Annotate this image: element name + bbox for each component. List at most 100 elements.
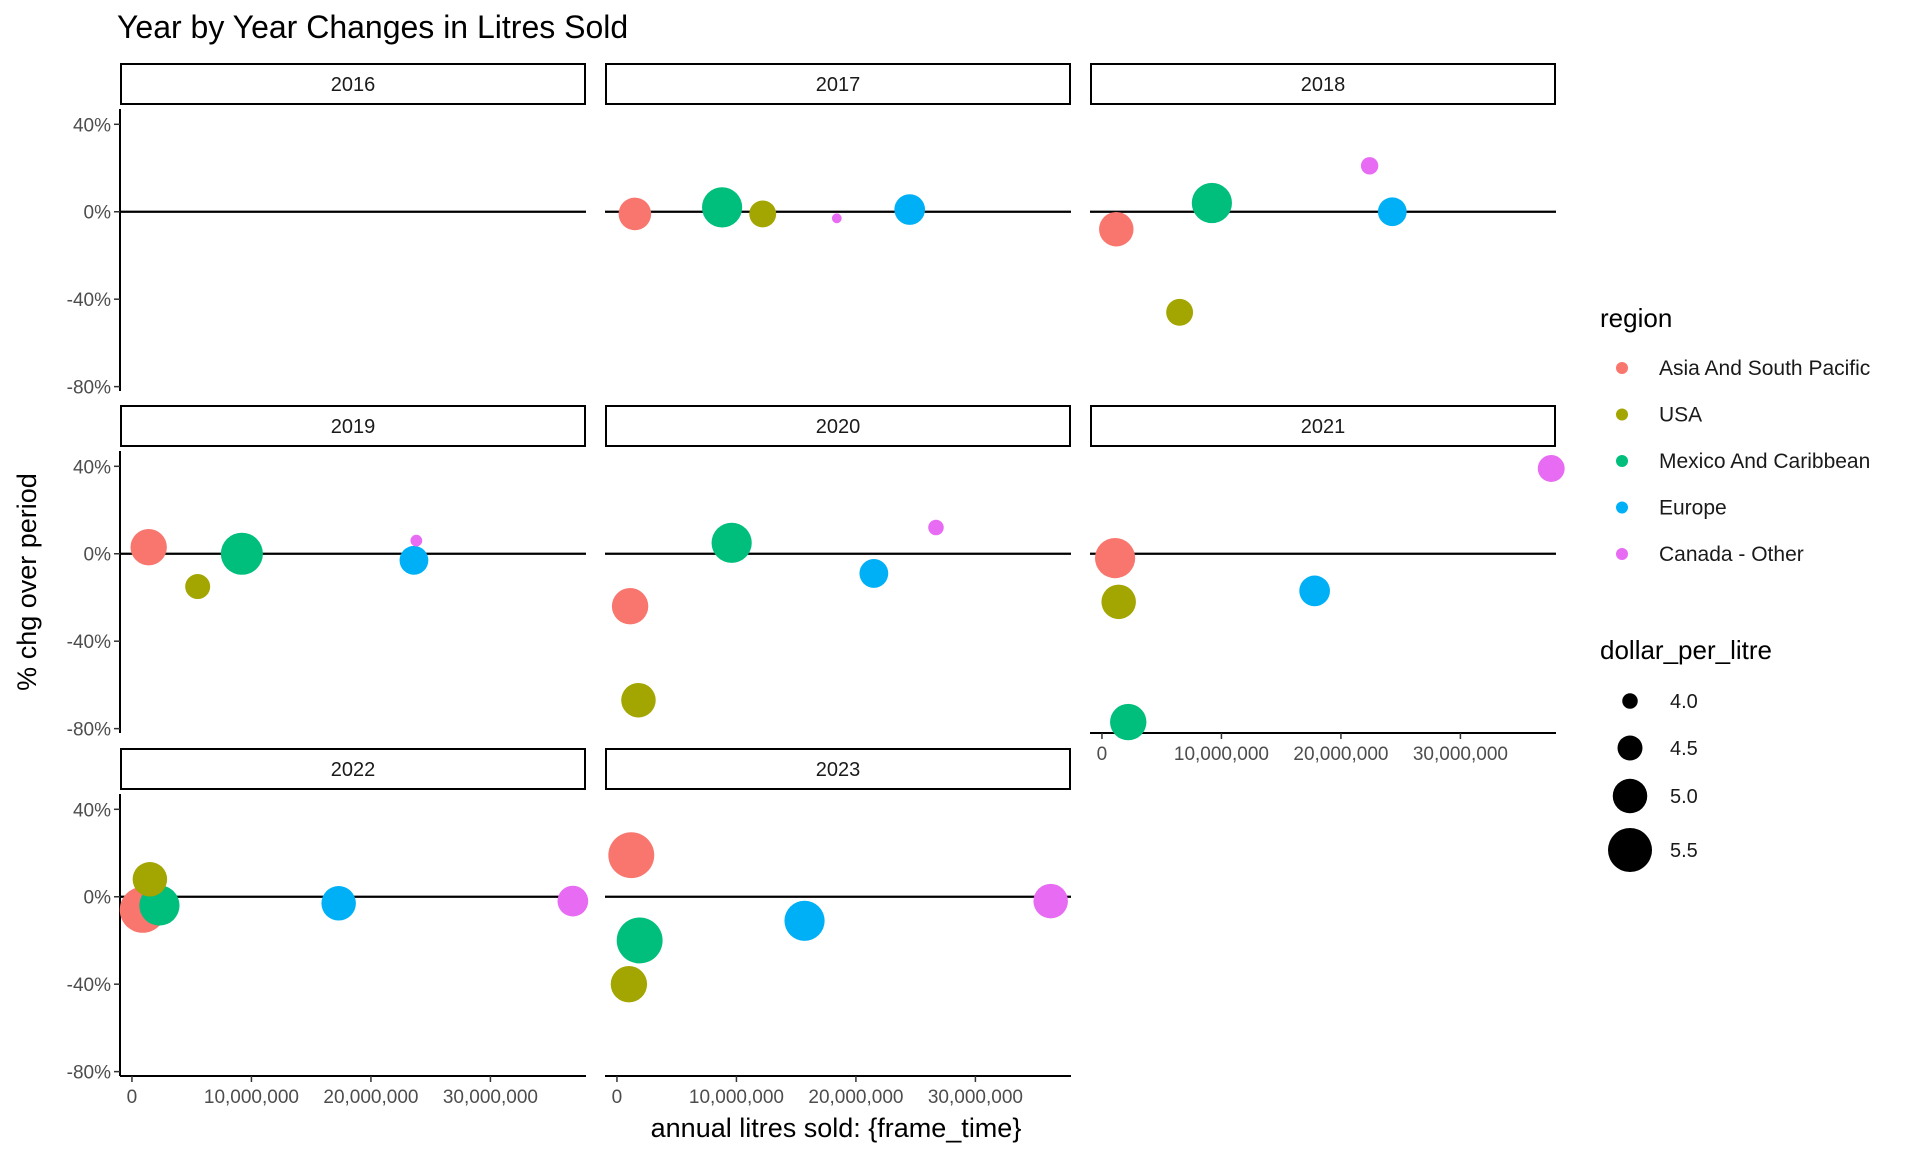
data-point [1377,197,1407,227]
facet-panel-2021: 2021 0 10,000,000 20,000,000 30,000,000 [1090,405,1565,765]
y-tick-label: 40% [73,457,111,478]
facet-panel-2016: 2016 40% 0% -40% -80% [67,63,586,399]
facet-strip: 2016 [120,63,586,105]
facet-strip-box [120,748,586,790]
data-point [1094,538,1136,579]
data-point [711,522,752,563]
legend-swatch [1616,501,1628,514]
data-point [220,532,263,575]
facet-strip: 2018 [1090,63,1556,105]
facet-panel-2020: 2020 [605,405,1071,718]
facet-panel-2019: 2019 40% 0% -40% -80% [67,405,586,741]
facet-strip-label: 2017 [816,74,861,96]
data-point [616,917,663,964]
data-point [618,197,652,231]
data-point [784,900,825,941]
legend-swatch [1616,408,1628,421]
data-point [928,519,944,536]
facet-strip-box [120,63,586,105]
data-point [557,885,589,917]
data-point [132,862,168,897]
facet-strip-label: 2021 [1301,416,1346,438]
y-tick-label: 0% [84,888,112,909]
legend-size-label: 4.5 [1670,738,1698,760]
y-tick-label: -80% [67,1063,111,1084]
legend-size-item: 5.0 [1612,778,1698,814]
legend-item: Mexico And Caribbean [1616,450,1870,473]
data-point [894,194,926,225]
facet-strip: 2017 [605,63,1071,105]
y-tick-label: -80% [67,720,111,741]
data-point [831,213,842,224]
y-tick-label: 0% [84,203,112,224]
facet-strip-label: 2022 [331,759,376,781]
facet-strip: 2019 [120,405,586,447]
x-tick-label: 20,000,000 [808,1087,903,1108]
facet-strip-label: 2020 [816,416,861,438]
x-tick-label: 10,000,000 [204,1087,299,1108]
facet-strip-box [605,63,1071,105]
data-point [611,588,649,625]
y-tick-label: -40% [67,975,111,996]
facet-strip-box [1090,405,1556,447]
facet-strip: 2020 [605,405,1071,447]
x-tick-label: 20,000,000 [323,1087,418,1108]
legend-size-title: dollar_per_litre [1600,635,1772,665]
legend-item: Europe [1616,497,1727,520]
legend-label: Mexico And Caribbean [1659,450,1870,473]
legend-size-swatch [1622,693,1638,709]
legend-size-item: 4.5 [1617,735,1698,761]
data-point [701,187,743,228]
y-tick-label: -40% [67,290,111,311]
data-point [749,200,777,228]
chart-title: Year by Year Changes in Litres Sold [117,9,628,45]
facet-strip-label: 2018 [1301,74,1346,96]
facet-strip-box [120,405,586,447]
x-tick-label: 0 [1097,744,1108,765]
legend-swatch [1616,548,1628,560]
data-point [185,574,211,600]
data-point [1101,584,1136,620]
data-point [1099,211,1134,247]
facet-strip: 2022 [120,748,586,790]
legend-size-label: 4.0 [1670,691,1698,713]
data-point [1191,182,1232,224]
data-point [1537,455,1565,482]
facet-strip-box [1090,63,1556,105]
facet-strip: 2023 [605,748,1071,790]
x-tick-label: 20,000,000 [1293,744,1388,765]
facet-strip: 2021 [1090,405,1556,447]
data-point [1166,298,1194,326]
data-point [1299,575,1330,607]
legend-swatch [1616,455,1628,467]
data-point [1110,703,1147,741]
data-point [621,682,656,718]
legend-size-item: 5.5 [1608,828,1698,872]
y-tick-label: -40% [67,632,111,653]
legend-item: Canada - Other [1616,543,1804,566]
data-point [130,528,167,566]
y-tick-label: -80% [67,378,111,399]
y-tick-label: 40% [73,115,111,136]
facet-panel-2023: 2023 0 10,000,000 20,000,000 30,000,000 [605,748,1071,1108]
facet-strip-box [605,748,1071,790]
legend-size-swatch [1612,778,1648,814]
legend-size-swatch [1608,828,1652,872]
facet-panels: 2016 40% 0% -40% -80% 2017 2018 2019 40% 0% -40% -8… [67,63,1565,1108]
data-point [410,534,423,547]
legend-size-item: 4.0 [1622,691,1698,713]
x-tick-label: 0 [127,1087,138,1108]
legend-size-label: 5.5 [1670,840,1698,862]
y-tick-label: 40% [73,800,111,821]
facet-panel-2017: 2017 [605,63,1071,231]
legend: region Asia And South Pacific USA Mexico An… [1600,303,1870,872]
legend-size-swatch [1617,735,1643,761]
data-point [1360,157,1379,175]
x-tick-label: 0 [612,1087,623,1108]
legend-label: USA [1659,404,1702,427]
legend-label: Canada - Other [1659,543,1804,566]
legend-color-title: region [1600,303,1672,333]
legend-label: Asia And South Pacific [1659,357,1870,380]
